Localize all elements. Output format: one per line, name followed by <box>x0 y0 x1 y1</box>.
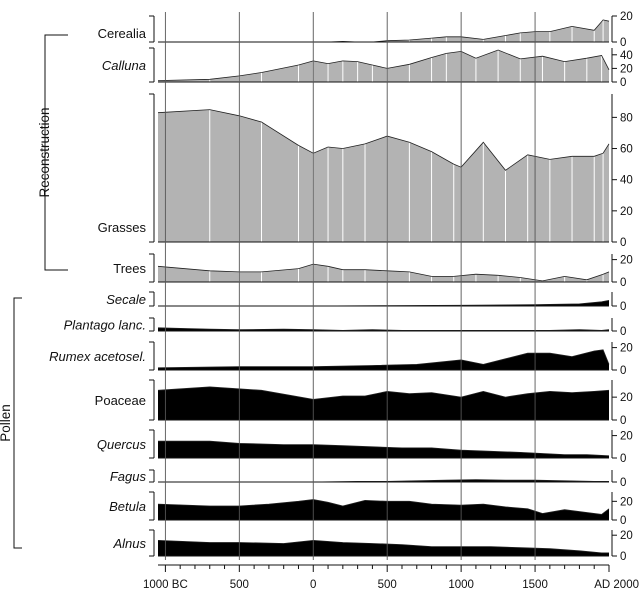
series-label-trees: Trees <box>113 261 146 276</box>
y-tick-label-quercus: 20 <box>620 431 633 443</box>
panels: 020Cerealia02040Calluna020406080Grasses0… <box>49 11 633 563</box>
curve-alnus <box>157 539 609 554</box>
curve-calluna <box>157 49 610 81</box>
curve-trees <box>157 263 610 282</box>
major-gridlines <box>164 12 536 560</box>
x-tick-label: 500 <box>230 579 249 591</box>
curve-betula <box>157 499 610 515</box>
area-calluna <box>158 50 609 82</box>
y-tick-label-calluna: 40 <box>620 50 633 62</box>
panel-quercus: 0 20 Quercus <box>97 429 633 465</box>
y-tick-label-grasses: 80 <box>620 112 633 124</box>
y-tick-label-grasses: 0 <box>620 237 626 249</box>
x-tick-label: 1500 <box>522 579 548 591</box>
panel-rumex: 0 20 Rumex acetosel. <box>49 341 633 377</box>
y-tick-label-cerealia: 20 <box>620 11 633 23</box>
area-rumex <box>158 349 609 370</box>
y-tick-label-alnus: 20 <box>620 530 633 542</box>
panel-alnus: 0 20 Alnus <box>112 529 633 563</box>
y-tick-label-poaceae: 20 <box>620 392 633 404</box>
panel-poaceae: 0 20 Poaceae <box>95 379 633 427</box>
y-tick-label-calluna: 0 <box>620 77 626 89</box>
area-betula <box>158 499 609 520</box>
y-tick-label-fagus: 0 <box>620 477 626 489</box>
area-grasses <box>158 109 609 242</box>
panel-betula: 0 20 Betula <box>109 491 633 527</box>
y-tick-label-trees: 20 <box>620 255 633 267</box>
x-tick-label: 1000 BC <box>143 579 188 591</box>
series-label-poaceae: Poaceae <box>95 393 146 408</box>
area-poaceae <box>158 386 609 420</box>
x-tick-label: AD 2000 <box>594 579 639 591</box>
panel-cerealia: 0 20 Cerealia <box>98 11 633 49</box>
y-tick-label-alnus: 0 <box>620 551 626 563</box>
y-tick-label-betula: 20 <box>620 496 633 508</box>
y-tick-label-plantago: 0 <box>620 326 626 338</box>
area-quercus <box>158 441 609 458</box>
group-label-reconstruction: Reconstruction <box>37 107 52 197</box>
bracket-reconstruction <box>44 34 68 271</box>
y-tick-label-poaceae: 0 <box>620 415 626 427</box>
y-tick-label-grasses: 60 <box>620 144 633 156</box>
series-label-cerealia: Cerealia <box>98 26 147 41</box>
series-label-grasses: Grasses <box>98 220 147 235</box>
area-cerealia <box>158 19 609 42</box>
y-tick-label-betula: 0 <box>620 515 626 527</box>
curve-poaceae <box>157 386 610 400</box>
area-alnus <box>158 540 609 556</box>
y-tick-label-trees: 0 <box>620 277 626 289</box>
curve-plantago <box>157 327 610 331</box>
area-secale <box>158 300 609 306</box>
y-tick-label-secale: 0 <box>620 301 626 313</box>
series-label-fagus: Fagus <box>110 469 147 484</box>
area-plantago <box>158 327 609 331</box>
y-tick-label-calluna: 20 <box>620 63 633 75</box>
x-tick-label: 1000 <box>448 579 474 591</box>
y-tick-label-rumex: 0 <box>620 365 626 377</box>
series-label-alnus: Alnus <box>112 536 146 551</box>
panel-plantago: 0 Plantago lanc. <box>64 317 626 338</box>
curve-grasses <box>157 109 610 171</box>
y-tick-label-cerealia: 0 <box>620 37 626 49</box>
y-tick-label-rumex: 20 <box>620 343 633 355</box>
curve-quercus <box>158 440 610 457</box>
series-label-calluna: Calluna <box>102 58 146 73</box>
series-label-rumex: Rumex acetosel. <box>49 349 146 364</box>
panel-grasses: 0 20 40 60 80 Grasses <box>98 93 633 249</box>
y-tick-label-grasses: 40 <box>620 175 633 187</box>
x-tick-label: 0 <box>310 579 316 591</box>
curve-rumex <box>157 349 610 369</box>
area-trees <box>158 264 609 282</box>
series-label-secale: Secale <box>106 292 146 307</box>
panel-fagus: 0 Fagus <box>110 469 627 489</box>
x-axis: 1000 BC 500 0 500 1000 1500 AD 2000 <box>143 564 639 591</box>
group-brackets: Reconstruction Pollen <box>0 34 68 549</box>
bracket-pollen <box>13 297 22 549</box>
series-label-betula: Betula <box>109 499 146 514</box>
series-label-quercus: Quercus <box>97 437 147 452</box>
x-tick-label: 500 <box>378 579 397 591</box>
y-tick-label-quercus: 0 <box>620 453 626 465</box>
series-label-plantago: Plantago lanc. <box>64 318 146 333</box>
y-tick-label-grasses: 20 <box>620 206 633 218</box>
panel-secale: 0 Secale <box>106 291 626 313</box>
panel-trees: 0 20 Trees <box>113 253 633 289</box>
group-label-pollen: Pollen <box>0 404 13 442</box>
